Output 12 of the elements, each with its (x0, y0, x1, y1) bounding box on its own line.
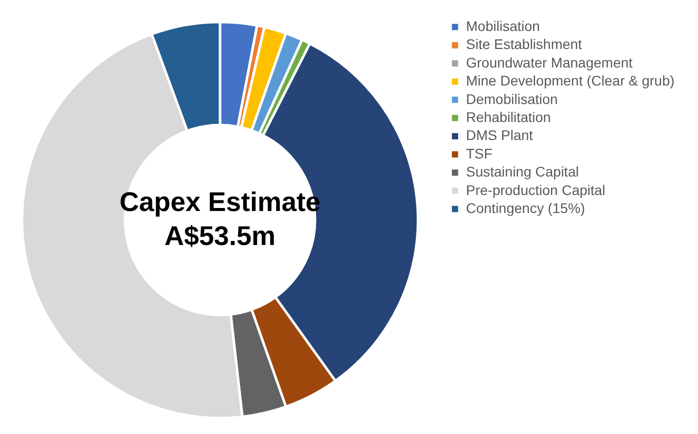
legend-label: Mobilisation (466, 18, 540, 34)
legend-label: Sustaining Capital (466, 164, 579, 180)
legend-label: Demobilisation (466, 90, 558, 107)
legend-label: Mine Development (Clear & grub) (466, 72, 675, 89)
legend-label: Site Establishment (466, 36, 582, 52)
legend-label: Pre-production Capital (466, 182, 606, 198)
legend-label: Rehabilitation (466, 109, 551, 125)
legend-label: TSF (466, 145, 492, 162)
text: A$53.5m (164, 221, 276, 251)
legend-label: Contingency (15%) (466, 200, 586, 216)
legend-label: Groundwater Management (466, 54, 633, 70)
legend-label: DMS Plant (466, 127, 534, 144)
